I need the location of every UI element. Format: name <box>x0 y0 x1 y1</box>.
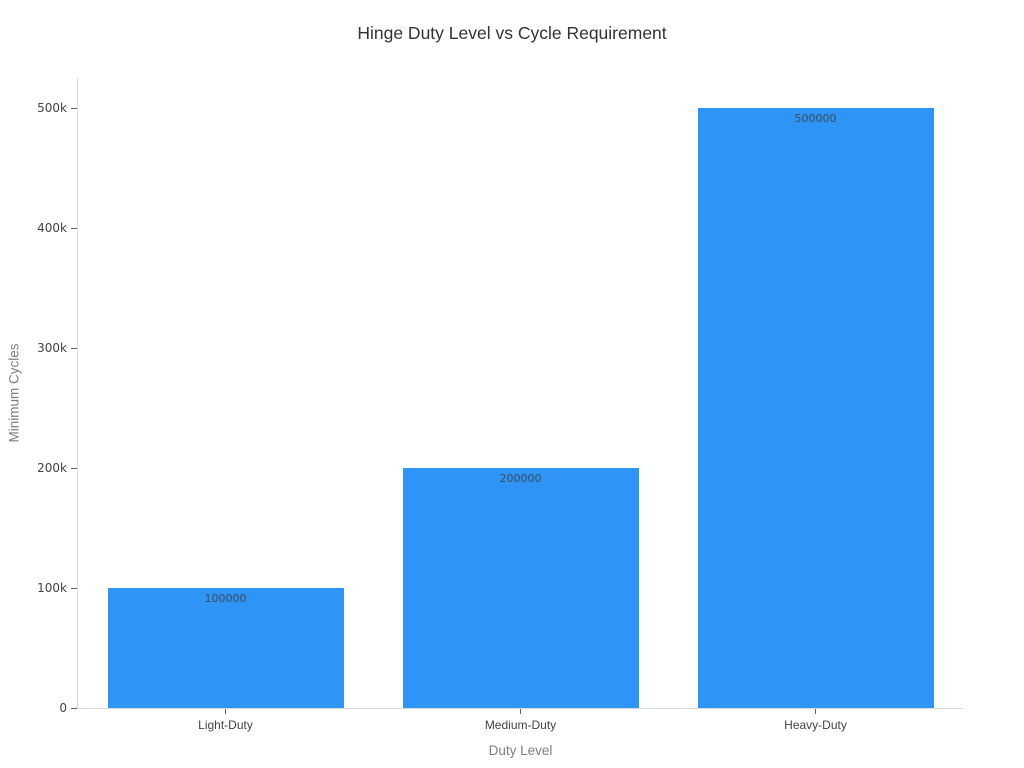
y-tick-label: 300k <box>37 341 67 355</box>
bar-heavy-duty: 500000 <box>697 108 934 708</box>
y-tick-mark <box>71 707 77 709</box>
y-tick-label: 100k <box>37 581 67 595</box>
bar-light-duty: 100000 <box>107 588 344 708</box>
y-tick-mark <box>71 227 77 229</box>
x-axis-line <box>78 708 963 709</box>
y-axis-title: Minimum Cycles <box>6 343 22 443</box>
bar-value-label: 100000 <box>204 592 247 605</box>
x-tick-mark <box>225 709 226 714</box>
x-tick-label: Heavy-Duty <box>784 718 847 732</box>
y-tick-mark <box>71 587 77 589</box>
x-tick-label: Medium-Duty <box>484 718 557 732</box>
y-tick-label: 200k <box>37 461 67 475</box>
bar-medium-duty: 200000 <box>402 468 639 708</box>
chart-title: Hinge Duty Level vs Cycle Requirement <box>357 23 667 43</box>
bar-value-label: 200000 <box>499 472 542 485</box>
y-tick-mark <box>71 467 77 469</box>
x-axis-title: Duty Level <box>488 743 553 758</box>
y-tick-mark <box>71 347 77 349</box>
y-axis-line <box>77 78 78 709</box>
y-tick-label: 400k <box>37 221 67 235</box>
x-tick-label: Light-Duty <box>198 718 253 732</box>
y-tick-mark <box>71 107 77 109</box>
x-tick-mark <box>520 709 521 714</box>
bar-value-label: 500000 <box>794 112 837 125</box>
y-tick-label: 500k <box>37 101 67 115</box>
y-tick-label: 0 <box>59 701 67 715</box>
x-tick-mark <box>815 709 816 714</box>
